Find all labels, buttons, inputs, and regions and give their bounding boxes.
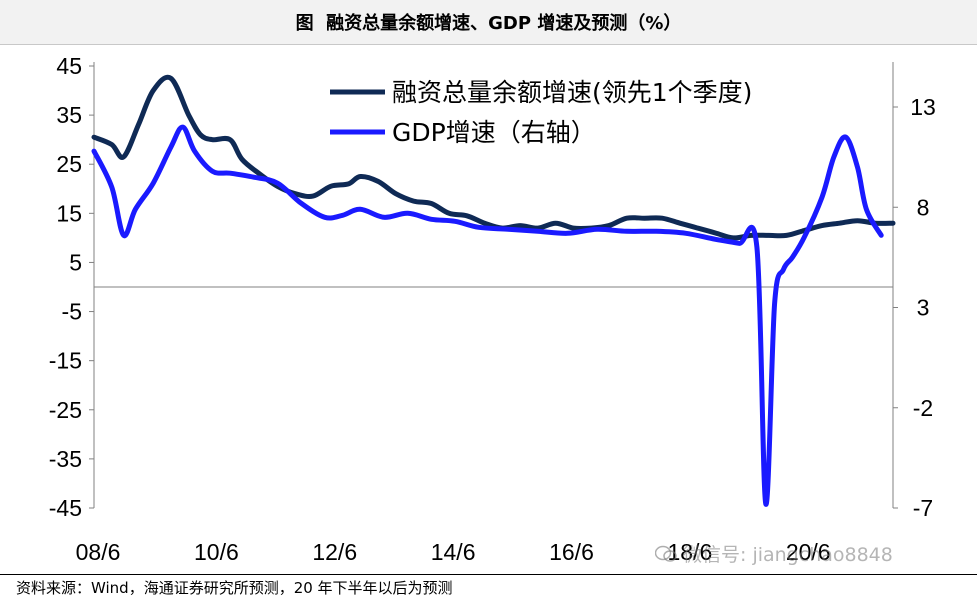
watermark-text: 微信号: jiangchao8848 <box>683 544 893 566</box>
left-tick-label: -5 <box>62 299 82 325</box>
x-tick-label: 12/6 <box>312 539 357 565</box>
chart-plot: 45 35 25 15 5 -5 -15 -25 -35 -45 13 8 3 -2 -7 08/6 10/6 1… <box>49 53 936 565</box>
wechat-icon <box>654 545 677 563</box>
series-line-gdp <box>91 124 884 507</box>
right-tick-label: 8 <box>917 194 930 220</box>
left-tick-label: 35 <box>56 102 82 128</box>
series-line-tsf <box>91 74 896 241</box>
chart-title: 融资总量余额增速、GDP 增速及预测（%） <box>326 13 682 34</box>
left-tick-label: 45 <box>56 53 82 79</box>
legend: 融资总量余额增速(领先1个季度) GDP增速（右轴） <box>330 78 752 147</box>
left-tick-label: 25 <box>56 151 82 177</box>
left-tick-label: 5 <box>69 249 82 275</box>
left-tick-label: -45 <box>49 495 82 521</box>
right-tick-label: 13 <box>910 94 936 120</box>
source-note: 资料来源：Wind，海通证券研究所预测，20 年下半年以后为预测 <box>0 574 977 603</box>
x-tick-label: 08/6 <box>76 539 121 565</box>
left-tick-label: 15 <box>56 200 82 226</box>
watermark: 微信号: jiangchao8848 <box>654 540 893 567</box>
chart-title-bar: 图 融资总量余额增速、GDP 增速及预测（%） <box>0 0 977 45</box>
series-lines <box>91 74 896 507</box>
legend-label: 融资总量余额增速(领先1个季度) <box>392 78 752 107</box>
left-tick-label: -35 <box>49 446 82 472</box>
right-tick-label: -7 <box>913 495 933 521</box>
right-tick-label: -2 <box>913 395 933 421</box>
x-tick-label: 14/6 <box>431 539 476 565</box>
left-tick-label: -15 <box>49 348 82 374</box>
title-prefix: 图 <box>295 13 314 34</box>
legend-label: GDP增速（右轴） <box>392 118 596 147</box>
x-tick-label: 16/6 <box>549 539 594 565</box>
right-tick-label: 3 <box>917 295 930 321</box>
x-tick-label: 20/6 <box>786 539 831 565</box>
left-tick-label: -25 <box>49 397 82 423</box>
axes: 45 35 25 15 5 -5 -15 -25 -35 -45 13 8 3 -2 -7 08/6 10/6 1… <box>49 53 936 565</box>
x-tick-label: 10/6 <box>194 539 239 565</box>
